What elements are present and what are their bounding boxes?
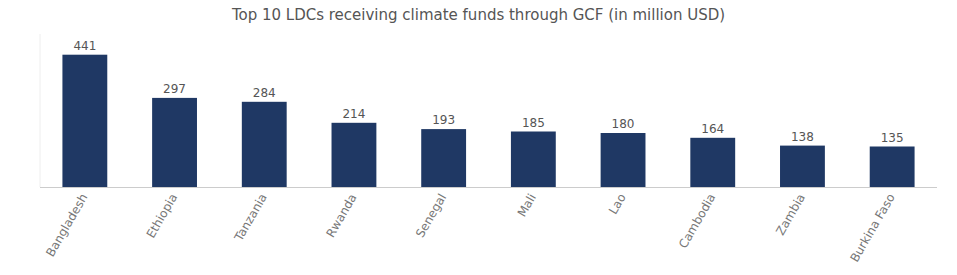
bar [242, 102, 287, 187]
data-label: 135 [881, 131, 904, 145]
bar [421, 129, 466, 187]
x-tick-label: Lao [606, 191, 629, 217]
bar [152, 98, 197, 187]
data-label: 180 [612, 117, 635, 131]
x-tick-label: Tanzania [231, 191, 270, 244]
chart-container: Top 10 LDCs receiving climate funds thro… [0, 0, 957, 275]
x-tick-label: Mali [515, 191, 539, 219]
data-label: 284 [253, 86, 276, 100]
x-tick-label: Ethiopia [144, 191, 181, 240]
bar [511, 132, 556, 188]
x-tick-label: Rwanda [323, 191, 359, 240]
bar [62, 55, 107, 187]
bar [601, 133, 646, 187]
background [0, 0, 957, 275]
title: Top 10 LDCs receiving climate funds thro… [231, 6, 725, 24]
x-tick-labels: Bangladesh Ethiopia Tanzania Rwanda Senegal M… [43, 191, 898, 264]
data-label: 214 [342, 107, 365, 121]
x-tick-label: Zambia [773, 191, 808, 237]
chart-svg: Top 10 LDCs receiving climate funds thro… [0, 0, 957, 275]
data-label: 138 [791, 130, 814, 144]
data-label: 185 [522, 116, 545, 130]
x-tick-label: Bangladesh [43, 191, 90, 259]
x-axis-line [40, 187, 937, 188]
bar [870, 147, 915, 188]
x-tick-label: Burkina Faso [847, 191, 897, 264]
data-label: 441 [73, 39, 96, 53]
bars [62, 55, 914, 187]
data-label: 164 [701, 122, 724, 136]
x-tick-label: Cambodia [676, 191, 718, 251]
bar [780, 146, 825, 187]
x-tick-label: Senegal [413, 191, 449, 240]
data-label: 193 [432, 113, 455, 127]
data-label: 297 [163, 82, 186, 96]
data-labels: 441 297 284 214 193 185 180 164 138 135 [73, 39, 903, 145]
bar [332, 123, 377, 187]
y-axis-line [40, 34, 41, 187]
bar [690, 138, 735, 187]
